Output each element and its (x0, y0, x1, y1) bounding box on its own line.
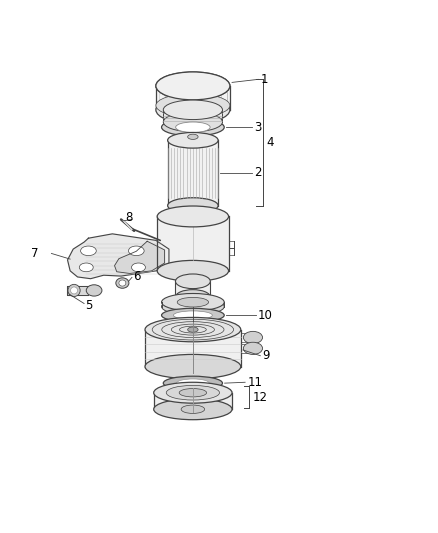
Ellipse shape (244, 342, 262, 354)
Ellipse shape (184, 207, 201, 214)
Ellipse shape (145, 354, 241, 379)
Ellipse shape (81, 246, 96, 256)
Ellipse shape (164, 75, 222, 97)
Text: 9: 9 (262, 349, 270, 362)
FancyBboxPatch shape (154, 393, 232, 409)
Ellipse shape (162, 298, 224, 315)
Ellipse shape (168, 198, 218, 213)
Ellipse shape (157, 261, 229, 281)
Text: 2: 2 (254, 166, 261, 180)
Text: 6: 6 (133, 270, 141, 282)
Text: 11: 11 (247, 376, 262, 389)
Ellipse shape (177, 297, 208, 307)
FancyBboxPatch shape (145, 329, 241, 367)
Ellipse shape (68, 284, 80, 296)
Ellipse shape (177, 379, 209, 387)
Ellipse shape (128, 246, 144, 256)
Ellipse shape (166, 385, 219, 400)
Ellipse shape (79, 263, 93, 272)
Ellipse shape (156, 72, 230, 100)
Text: 1: 1 (260, 73, 268, 86)
Text: 3: 3 (254, 121, 261, 134)
Text: 10: 10 (258, 309, 273, 322)
FancyBboxPatch shape (176, 281, 210, 297)
Text: 7: 7 (31, 247, 39, 260)
Ellipse shape (156, 72, 230, 100)
Ellipse shape (163, 376, 223, 390)
Ellipse shape (176, 289, 210, 304)
Ellipse shape (119, 280, 126, 286)
Text: 4: 4 (266, 136, 273, 149)
Ellipse shape (162, 118, 224, 136)
Text: 5: 5 (85, 299, 92, 312)
Ellipse shape (162, 308, 224, 322)
Ellipse shape (156, 94, 230, 117)
Ellipse shape (173, 311, 212, 320)
Ellipse shape (71, 287, 78, 294)
Ellipse shape (244, 332, 262, 344)
Ellipse shape (163, 100, 223, 119)
Ellipse shape (145, 318, 241, 342)
FancyBboxPatch shape (168, 140, 218, 206)
Ellipse shape (131, 263, 145, 272)
Ellipse shape (157, 206, 229, 227)
Ellipse shape (163, 112, 223, 132)
Polygon shape (67, 286, 88, 295)
Ellipse shape (162, 294, 224, 311)
Ellipse shape (176, 274, 210, 288)
Text: 8: 8 (125, 211, 132, 224)
Ellipse shape (168, 133, 218, 148)
FancyBboxPatch shape (163, 110, 223, 122)
Ellipse shape (154, 382, 232, 403)
Polygon shape (67, 234, 169, 279)
Ellipse shape (187, 327, 198, 332)
Ellipse shape (86, 285, 102, 296)
Ellipse shape (156, 96, 230, 124)
Ellipse shape (179, 389, 207, 397)
FancyBboxPatch shape (157, 216, 229, 271)
Polygon shape (115, 241, 165, 273)
Ellipse shape (154, 399, 232, 419)
Ellipse shape (176, 122, 210, 133)
FancyBboxPatch shape (156, 86, 230, 110)
Text: 12: 12 (253, 391, 268, 405)
Ellipse shape (116, 278, 129, 288)
Ellipse shape (187, 134, 198, 140)
Ellipse shape (181, 405, 205, 414)
